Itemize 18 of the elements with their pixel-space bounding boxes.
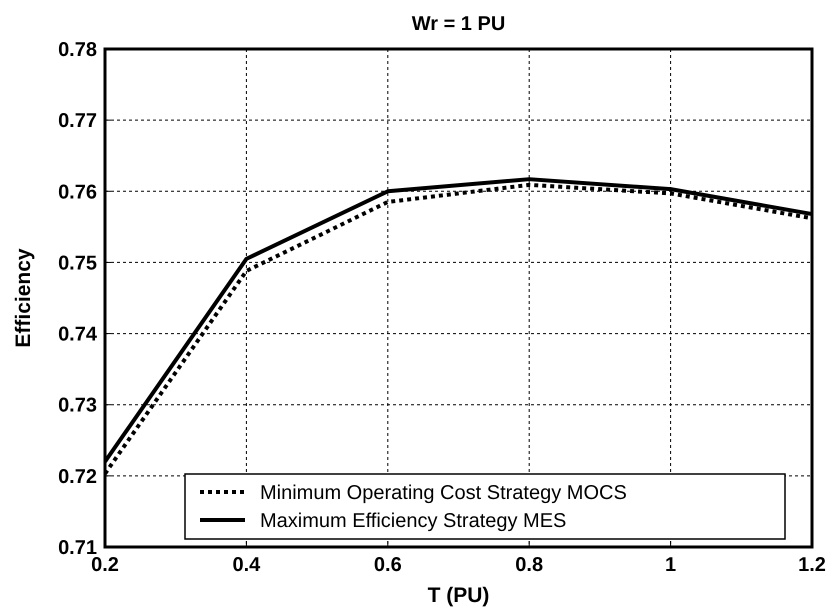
x-tick-label: 0.6: [374, 554, 402, 576]
y-tick-label: 0.73: [58, 394, 97, 417]
x-tick-label: 1: [665, 554, 676, 576]
x-tick-label: 0.2: [91, 554, 119, 576]
y-axis-title: Efficiency: [12, 248, 35, 348]
legend-label: Maximum Efficiency Strategy MES: [260, 510, 566, 532]
y-tick-label: 0.72: [58, 466, 97, 488]
y-tick-label: 0.76: [58, 181, 97, 204]
chart-title: Wr = 1 PU: [412, 13, 506, 35]
y-tick-label: 0.75: [58, 252, 97, 274]
legend-label: Minimum Operating Cost Strategy MOCS: [260, 482, 627, 504]
x-tick-label: 0.4: [232, 554, 262, 576]
y-tick-label: 0.77: [58, 110, 97, 132]
x-axis-title: T (PU): [428, 584, 490, 607]
y-tick-label: 0.74: [58, 324, 98, 346]
y-tick-label: 0.78: [58, 39, 97, 61]
x-tick-label: 0.8: [515, 554, 544, 576]
x-tick-label: 1.2: [798, 554, 826, 576]
